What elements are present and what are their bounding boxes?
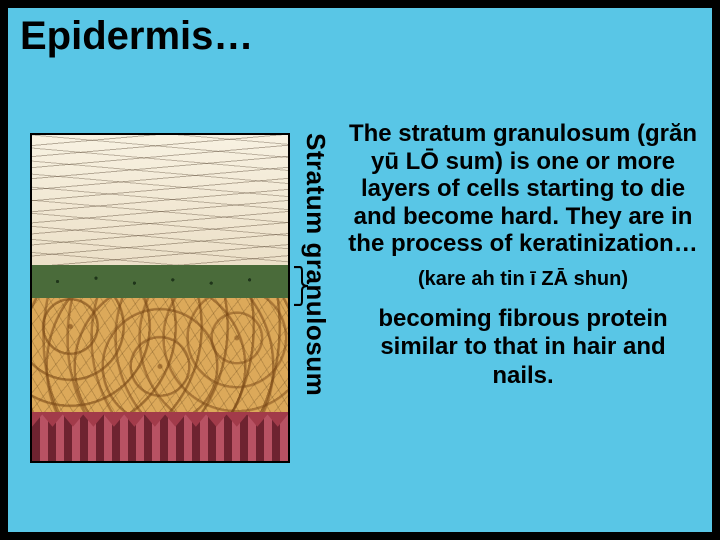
- epidermis-diagram: [30, 133, 290, 463]
- figure-region: [30, 133, 320, 473]
- slide: Epidermis… Stratum granulosum The stratu…: [8, 8, 712, 532]
- layer-stratum-corneum: [32, 135, 288, 265]
- pronunciation: (kare ah tin ī ZĀ shun): [348, 268, 698, 291]
- figure-label: Stratum granulosum: [300, 133, 331, 473]
- text-column: The stratum granulosum (grăn yū LŌ sum) …: [348, 120, 698, 390]
- paragraph-1: The stratum granulosum (grăn yū LŌ sum) …: [348, 120, 698, 258]
- slide-title: Epidermis…: [20, 14, 253, 59]
- layer-stratum-granulosum: [32, 265, 288, 298]
- layer-stratum-spinosum: [32, 298, 288, 412]
- layer-stratum-basale: [32, 412, 288, 461]
- paragraph-2: becoming fibrous protein similar to that…: [348, 305, 698, 390]
